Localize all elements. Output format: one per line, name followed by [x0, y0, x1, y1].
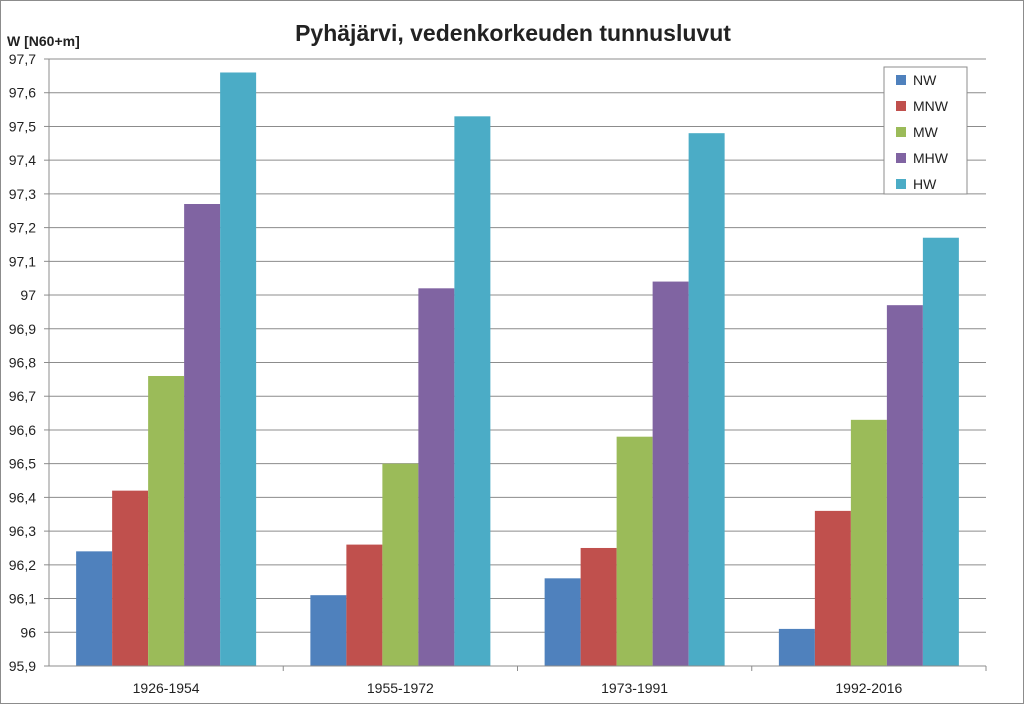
y-tick-label: 96,8	[9, 355, 36, 371]
y-tick-label: 97,4	[9, 152, 36, 168]
y-tick-label: 96,5	[9, 456, 36, 472]
y-tick-label: 96,2	[9, 557, 36, 573]
legend-swatch-nw	[896, 75, 906, 85]
y-tick-label: 95,9	[9, 658, 36, 674]
x-tick-label: 1955-1972	[367, 680, 434, 696]
legend: NW MNW MW MHW HW	[883, 66, 968, 195]
legend-label-mw: MW	[913, 124, 939, 140]
legend-swatch-mw	[896, 127, 906, 137]
bar-hw-1955-1972	[454, 116, 491, 667]
bars	[76, 72, 959, 667]
y-tick-label: 97	[20, 287, 36, 303]
legend-label-mhw: MHW	[913, 150, 949, 166]
bar-nw-1992-2016	[778, 628, 815, 666]
x-tick-label: 1992-2016	[835, 680, 902, 696]
bar-mnw-1992-2016	[814, 510, 851, 666]
y-tick-label: 97,7	[9, 51, 36, 67]
bar-hw-1973-1991	[688, 133, 725, 666]
y-tick-label: 96,6	[9, 422, 36, 438]
legend-swatch-hw	[896, 179, 906, 189]
bar-mhw-1973-1991	[652, 281, 689, 666]
axes: 95,9 96 96,1 96,2 96,3 96,4 96,5 96,6 96,7 96,8 96…	[9, 51, 987, 696]
bar-mhw-1992-2016	[886, 305, 923, 666]
y-tick-label: 96	[20, 624, 36, 640]
legend-label-hw: HW	[913, 176, 937, 192]
bar-mnw-1973-1991	[580, 547, 617, 666]
y-tick-label: 97,6	[9, 85, 36, 101]
bar-mhw-1955-1972	[418, 288, 455, 666]
legend-swatch-mnw	[896, 101, 906, 111]
bar-mhw-1926-1954	[184, 204, 221, 666]
y-tick-label: 96,9	[9, 321, 36, 337]
legend-label-mnw: MNW	[913, 98, 949, 114]
bar-mnw-1955-1972	[346, 544, 383, 666]
y-tick-label: 96,7	[9, 388, 36, 404]
y-tick-label: 96,4	[9, 489, 36, 505]
bar-hw-1992-2016	[922, 237, 959, 666]
bar-mw-1926-1954	[148, 375, 185, 666]
bar-mw-1973-1991	[616, 436, 653, 666]
y-tick-label: 96,1	[9, 591, 36, 607]
bar-hw-1926-1954	[220, 72, 257, 666]
y-tick-label: 97,2	[9, 220, 36, 236]
bar-nw-1926-1954	[76, 551, 113, 666]
bar-nw-1955-1972	[310, 595, 347, 666]
y-axis-label: W [N60+m]	[7, 33, 80, 49]
x-tick-label: 1973-1991	[601, 680, 668, 696]
y-tick-label: 97,3	[9, 186, 36, 202]
bar-mw-1955-1972	[382, 463, 419, 666]
bar-mw-1992-2016	[850, 419, 887, 666]
y-tick-label: 97,5	[9, 118, 36, 134]
y-tick-label: 97,1	[9, 253, 36, 269]
x-tick-label: 1926-1954	[133, 680, 200, 696]
bar-mnw-1926-1954	[112, 490, 149, 666]
legend-swatch-mhw	[896, 153, 906, 163]
legend-label-nw: NW	[913, 72, 937, 88]
chart-title: Pyhäjärvi, vedenkorkeuden tunnusluvut	[295, 20, 731, 46]
y-tick-label: 96,3	[9, 523, 36, 539]
bar-nw-1973-1991	[544, 578, 581, 666]
